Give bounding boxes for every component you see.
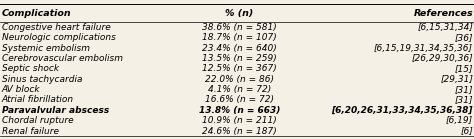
Text: 24.6% (n = 187): 24.6% (n = 187) bbox=[202, 126, 277, 136]
Text: Complication: Complication bbox=[2, 9, 72, 18]
Text: References: References bbox=[413, 9, 473, 18]
Text: [15]: [15] bbox=[455, 64, 473, 73]
Text: Congestive heart failure: Congestive heart failure bbox=[2, 23, 110, 32]
Text: Sinus tachycardia: Sinus tachycardia bbox=[2, 75, 82, 84]
Text: 18.7% (n = 107): 18.7% (n = 107) bbox=[202, 33, 277, 42]
Text: % (n): % (n) bbox=[225, 9, 254, 18]
Text: [29,31]: [29,31] bbox=[440, 75, 473, 84]
Text: 16.6% (n = 72): 16.6% (n = 72) bbox=[205, 95, 274, 104]
Text: 13.8% (n = 663): 13.8% (n = 663) bbox=[199, 106, 280, 115]
Text: Neurologic complications: Neurologic complications bbox=[2, 33, 116, 42]
Text: 4.1% (n = 72): 4.1% (n = 72) bbox=[208, 85, 271, 94]
Text: Atrial fibrillation: Atrial fibrillation bbox=[2, 95, 74, 104]
Text: [6]: [6] bbox=[460, 126, 473, 136]
Text: [6,15,31,34]: [6,15,31,34] bbox=[417, 23, 473, 32]
Text: Septic shock: Septic shock bbox=[2, 64, 59, 73]
Text: Cerebrovascular embolism: Cerebrovascular embolism bbox=[2, 54, 123, 63]
Text: 10.9% (n = 211): 10.9% (n = 211) bbox=[202, 116, 277, 125]
Text: [31]: [31] bbox=[455, 85, 473, 94]
Text: AV block: AV block bbox=[2, 85, 40, 94]
Text: Renal failure: Renal failure bbox=[2, 126, 59, 136]
Text: 13.5% (n = 259): 13.5% (n = 259) bbox=[202, 54, 277, 63]
Text: [26,29,30,36]: [26,29,30,36] bbox=[411, 54, 473, 63]
Text: [31]: [31] bbox=[455, 95, 473, 104]
Text: [6,20,26,31,33,34,35,36,38]: [6,20,26,31,33,34,35,36,38] bbox=[331, 106, 473, 115]
Text: 23.4% (n = 640): 23.4% (n = 640) bbox=[202, 44, 277, 53]
Text: [36]: [36] bbox=[455, 33, 473, 42]
Text: 38.6% (n = 581): 38.6% (n = 581) bbox=[202, 23, 277, 32]
Text: [6,19]: [6,19] bbox=[446, 116, 473, 125]
Text: Paravalvular abscess: Paravalvular abscess bbox=[2, 106, 109, 115]
Text: [6,15,19,31,34,35,36]: [6,15,19,31,34,35,36] bbox=[374, 44, 473, 53]
Text: 22.0% (n = 86): 22.0% (n = 86) bbox=[205, 75, 274, 84]
Text: Systemic embolism: Systemic embolism bbox=[2, 44, 90, 53]
Text: 12.5% (n = 367): 12.5% (n = 367) bbox=[202, 64, 277, 73]
Text: Chordal rupture: Chordal rupture bbox=[2, 116, 73, 125]
